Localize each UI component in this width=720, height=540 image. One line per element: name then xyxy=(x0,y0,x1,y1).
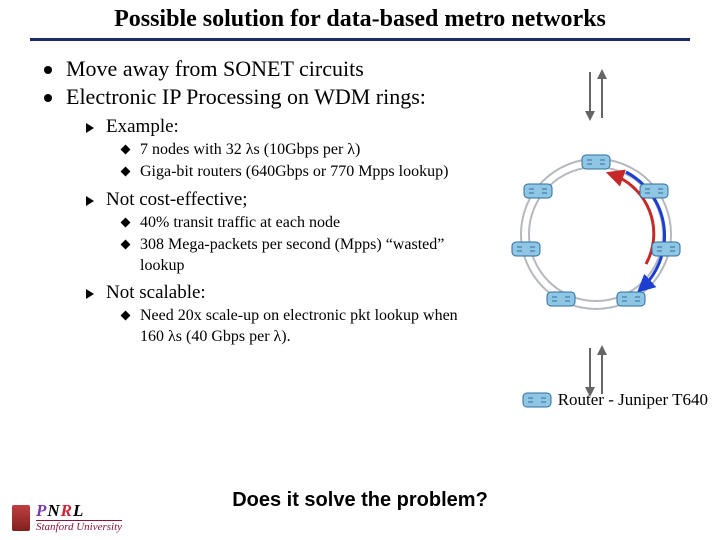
stanford-s-icon xyxy=(12,505,30,531)
logo-text: PNRL Stanford University xyxy=(36,502,122,534)
router-icon xyxy=(582,155,610,169)
router-icon xyxy=(522,391,552,409)
bullet-dot-icon xyxy=(44,66,52,74)
bullet-text: Electronic IP Processing on WDM rings: xyxy=(66,84,426,110)
bullet-dot-icon xyxy=(44,94,52,102)
bullet-text: 7 nodes with 32 λs (10Gbps per λ) xyxy=(140,140,360,160)
sub-ns-item: Need 20x scale-up on electronic pkt look… xyxy=(122,306,484,347)
ring-svg xyxy=(496,64,696,424)
bullet-text: Move away from SONET circuits xyxy=(66,56,364,82)
sub-nce: Not cost-effective; xyxy=(86,189,484,211)
bullet-text: Not cost-effective; xyxy=(106,189,248,211)
pnrl-text: PNRL xyxy=(36,502,122,520)
stanford-text: Stanford University xyxy=(36,520,122,534)
legend: Router - Juniper T640 xyxy=(522,390,708,410)
diamond-icon xyxy=(121,217,131,227)
triangle-icon xyxy=(86,123,94,133)
bullet-text: Giga-bit routers (640Gbps or 770 Mpps lo… xyxy=(140,162,448,182)
router-icon xyxy=(512,242,540,256)
bullet-text: Not scalable: xyxy=(106,282,206,304)
sub-nce-item: 40% transit traffic at each node xyxy=(122,213,484,233)
bullet-text: Need 20x scale-up on electronic pkt look… xyxy=(140,306,484,347)
bullet-content: Move away from SONET circuits Electronic… xyxy=(44,56,484,348)
title-rule xyxy=(30,38,690,41)
legend-text: Router - Juniper T640 xyxy=(558,390,708,410)
sub-nce-item: 308 Mega-packets per second (Mpps) “wast… xyxy=(122,235,484,276)
diamond-icon xyxy=(121,311,131,321)
bullet-2: Electronic IP Processing on WDM rings: xyxy=(44,84,484,110)
router-icon xyxy=(640,184,668,198)
slide-title: Possible solution for data-based metro n… xyxy=(0,6,720,33)
bullet-text: 40% transit traffic at each node xyxy=(140,213,340,233)
bullet-text: Example: xyxy=(106,116,179,138)
sub-example: Example: xyxy=(86,116,484,138)
triangle-icon xyxy=(86,289,94,299)
sub-example-item: 7 nodes with 32 λs (10Gbps per λ) xyxy=(122,140,484,160)
router-icon xyxy=(652,242,680,256)
bullet-1: Move away from SONET circuits xyxy=(44,56,484,82)
router-icon xyxy=(524,184,552,198)
footer-logo: PNRL Stanford University xyxy=(12,502,122,534)
diamond-icon xyxy=(121,167,131,177)
diamond-icon xyxy=(121,145,131,155)
router-icon xyxy=(617,292,645,306)
sub-example-item: Giga-bit routers (640Gbps or 770 Mpps lo… xyxy=(122,162,484,182)
bullet-text: 308 Mega-packets per second (Mpps) “wast… xyxy=(140,235,484,276)
diamond-icon xyxy=(121,240,131,250)
sub-ns: Not scalable: xyxy=(86,282,484,304)
router-icon xyxy=(547,292,575,306)
ring-diagram xyxy=(496,64,696,424)
triangle-icon xyxy=(86,196,94,206)
